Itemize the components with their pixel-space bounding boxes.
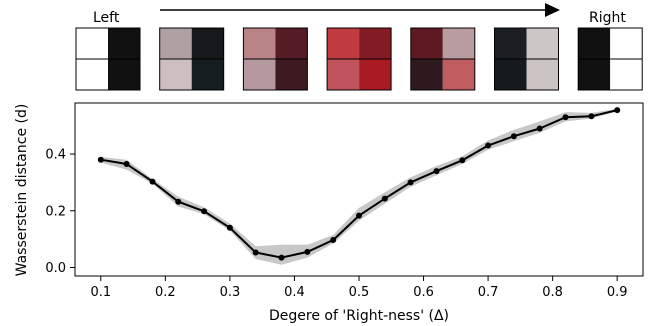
swatch-cell <box>359 59 392 90</box>
data-point <box>459 157 466 164</box>
data-point <box>175 198 182 205</box>
data-point <box>123 161 130 167</box>
swatch-grid <box>75 27 141 91</box>
swatch-grid <box>326 27 392 91</box>
data-point <box>562 114 569 121</box>
swatch-cell <box>526 28 559 59</box>
confidence-band <box>100 108 618 265</box>
swatch-strip <box>75 27 643 91</box>
data-point <box>356 212 362 219</box>
direction-arrow <box>160 3 560 17</box>
data-point <box>304 248 311 255</box>
y-axis-label: Wasserstein distance (d) <box>14 104 30 277</box>
y-axis-ticks: 0.0 0.2 0.4 <box>45 148 75 276</box>
y-tick-label: 0.4 <box>45 148 66 163</box>
data-point <box>588 113 595 120</box>
swatch-cell <box>108 59 140 90</box>
swatch-cell <box>526 59 559 90</box>
y-tick-label: 0.0 <box>45 261 66 276</box>
data-point <box>97 156 104 163</box>
data-point <box>381 195 388 202</box>
swatch-cell <box>76 59 108 90</box>
x-tick-label: 0.4 <box>284 285 305 300</box>
swatch-cell <box>578 59 611 90</box>
x-tick-label: 0.7 <box>478 285 499 300</box>
series-markers <box>97 107 621 261</box>
swatch-grid <box>494 27 559 91</box>
swatch-cell <box>494 28 527 59</box>
swatch-cell <box>327 59 360 90</box>
data-point <box>485 142 492 149</box>
x-tick-label: 0.2 <box>155 285 176 300</box>
swatch-cell <box>243 59 276 90</box>
swatch-cell <box>610 59 643 90</box>
swatch-grid <box>577 27 643 91</box>
swatch-cell <box>442 28 475 59</box>
swatch-cell <box>243 28 276 59</box>
data-point <box>149 178 156 185</box>
swatch-cell <box>442 59 475 90</box>
swatch-cell <box>275 59 308 90</box>
swatch-cell <box>108 28 140 59</box>
data-point <box>278 254 285 261</box>
x-tick-label: 0.3 <box>220 285 241 300</box>
x-tick-label: 0.9 <box>607 285 628 300</box>
data-point <box>510 133 517 140</box>
x-tick-label: 0.1 <box>90 285 111 300</box>
swatch-cell <box>275 28 308 59</box>
x-axis-ticks: 0.1 0.2 0.3 0.4 0.5 0.6 0.7 0.8 0.9 <box>90 276 628 300</box>
swatch-cell <box>159 59 192 90</box>
data-point <box>201 208 208 215</box>
data-point <box>433 168 440 175</box>
swatch-cell <box>191 28 224 59</box>
data-point <box>252 249 259 256</box>
data-point <box>226 224 233 231</box>
data-point <box>536 125 543 132</box>
x-tick-label: 0.8 <box>542 285 563 300</box>
swatch-cell <box>359 28 392 59</box>
left-label: Left <box>93 10 120 26</box>
swatch-cell <box>578 28 611 59</box>
swatch-grid <box>410 27 476 91</box>
x-axis-label: Degere of 'Right-ness' (Δ) <box>269 308 449 324</box>
right-label: Right <box>589 10 626 26</box>
swatch-cell <box>610 28 643 59</box>
swatch-cell <box>76 28 108 59</box>
swatch-cell <box>410 28 443 59</box>
data-point <box>330 237 337 243</box>
swatch-cell <box>494 59 527 90</box>
swatch-cell <box>410 59 443 90</box>
swatch-cell <box>327 28 360 59</box>
x-tick-label: 0.6 <box>413 285 434 300</box>
swatch-grid <box>159 27 225 91</box>
data-point <box>614 107 621 114</box>
y-tick-label: 0.2 <box>45 204 66 219</box>
swatch-cell <box>191 59 224 90</box>
x-tick-label: 0.5 <box>349 285 370 300</box>
swatch-grid <box>242 27 308 91</box>
plot-area: 0.1 0.2 0.3 0.4 0.5 0.6 0.7 0.8 0.9 0.0 0.2 0.4 <box>45 102 644 300</box>
data-point <box>407 179 414 186</box>
swatch-cell <box>159 28 192 59</box>
